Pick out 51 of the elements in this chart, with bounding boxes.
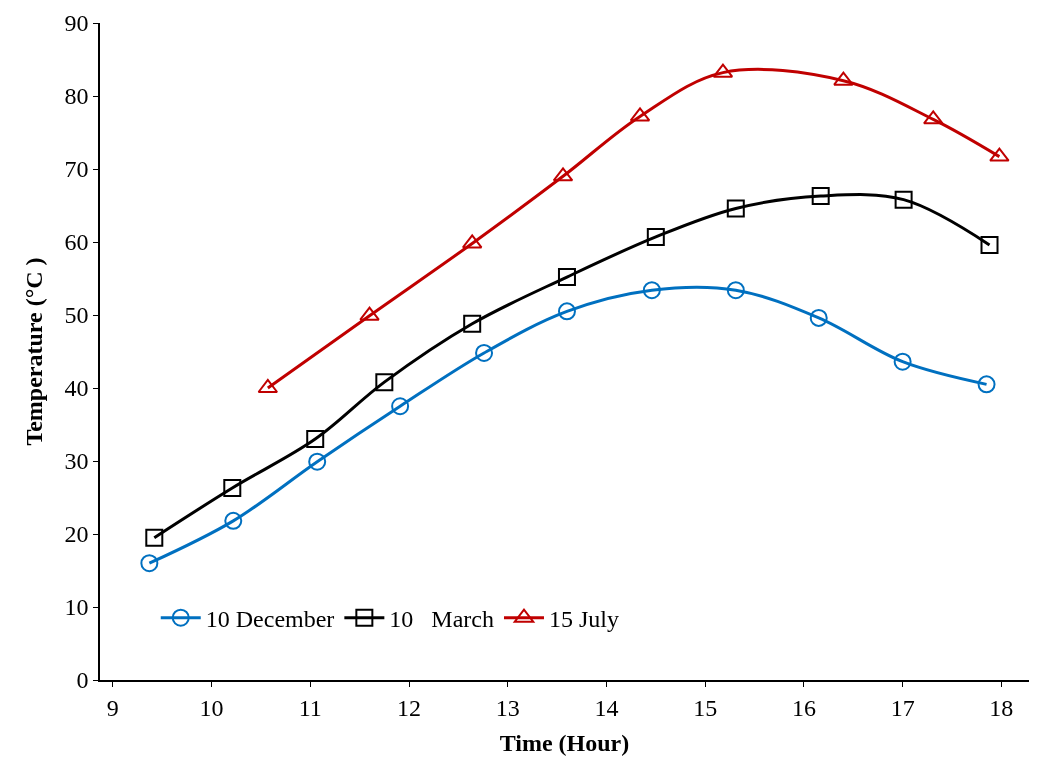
y-tick-label: 60 bbox=[64, 229, 89, 256]
point bbox=[557, 302, 576, 321]
x-tick-label: 18 bbox=[989, 694, 1014, 721]
point bbox=[391, 397, 410, 416]
point bbox=[646, 227, 665, 246]
x-tick-label: 10 bbox=[199, 694, 224, 721]
x-tick-label: 14 bbox=[594, 694, 619, 721]
x-tick-label: 16 bbox=[791, 694, 816, 721]
point bbox=[811, 187, 830, 206]
y-tick-label: 20 bbox=[64, 521, 89, 548]
y-axis-title: Temperature (°C ) bbox=[21, 257, 48, 446]
point bbox=[140, 554, 159, 573]
point bbox=[145, 528, 164, 547]
point bbox=[306, 430, 325, 449]
x-tick-label: 17 bbox=[890, 694, 915, 721]
point bbox=[894, 190, 913, 209]
x-tick-label: 15 bbox=[693, 694, 718, 721]
point bbox=[980, 235, 999, 254]
x-tick-label: 9 bbox=[106, 694, 119, 721]
x-axis-title: Time (Hour) bbox=[499, 730, 630, 757]
y-tick-label: 40 bbox=[64, 375, 89, 402]
y-tick-label: 90 bbox=[64, 10, 89, 37]
point bbox=[923, 110, 944, 125]
point bbox=[893, 352, 912, 371]
legend-label: 10 December bbox=[205, 606, 335, 633]
point bbox=[833, 71, 854, 86]
point bbox=[726, 281, 745, 300]
point bbox=[375, 373, 394, 392]
point bbox=[809, 308, 828, 327]
point bbox=[224, 511, 243, 530]
point bbox=[977, 375, 996, 394]
point bbox=[475, 343, 494, 362]
y-tick-label: 30 bbox=[64, 448, 89, 475]
point bbox=[642, 281, 661, 300]
point bbox=[463, 314, 482, 333]
legend-label: 15 July bbox=[548, 606, 620, 633]
y-tick-label: 70 bbox=[64, 156, 89, 183]
point bbox=[989, 147, 1010, 162]
point bbox=[726, 199, 745, 218]
y-tick-label: 50 bbox=[64, 302, 89, 329]
x-tick-label: 13 bbox=[495, 694, 520, 721]
x-tick-label: 12 bbox=[397, 694, 422, 721]
y-tick-label: 80 bbox=[64, 83, 89, 110]
point bbox=[557, 268, 576, 287]
y-tick-label: 0 bbox=[76, 667, 89, 694]
y-tick-label: 10 bbox=[64, 594, 89, 621]
legend-label: 10 March bbox=[389, 606, 494, 633]
point bbox=[223, 479, 242, 498]
point bbox=[308, 452, 327, 471]
x-tick-label: 11 bbox=[298, 694, 322, 721]
point bbox=[359, 306, 380, 321]
